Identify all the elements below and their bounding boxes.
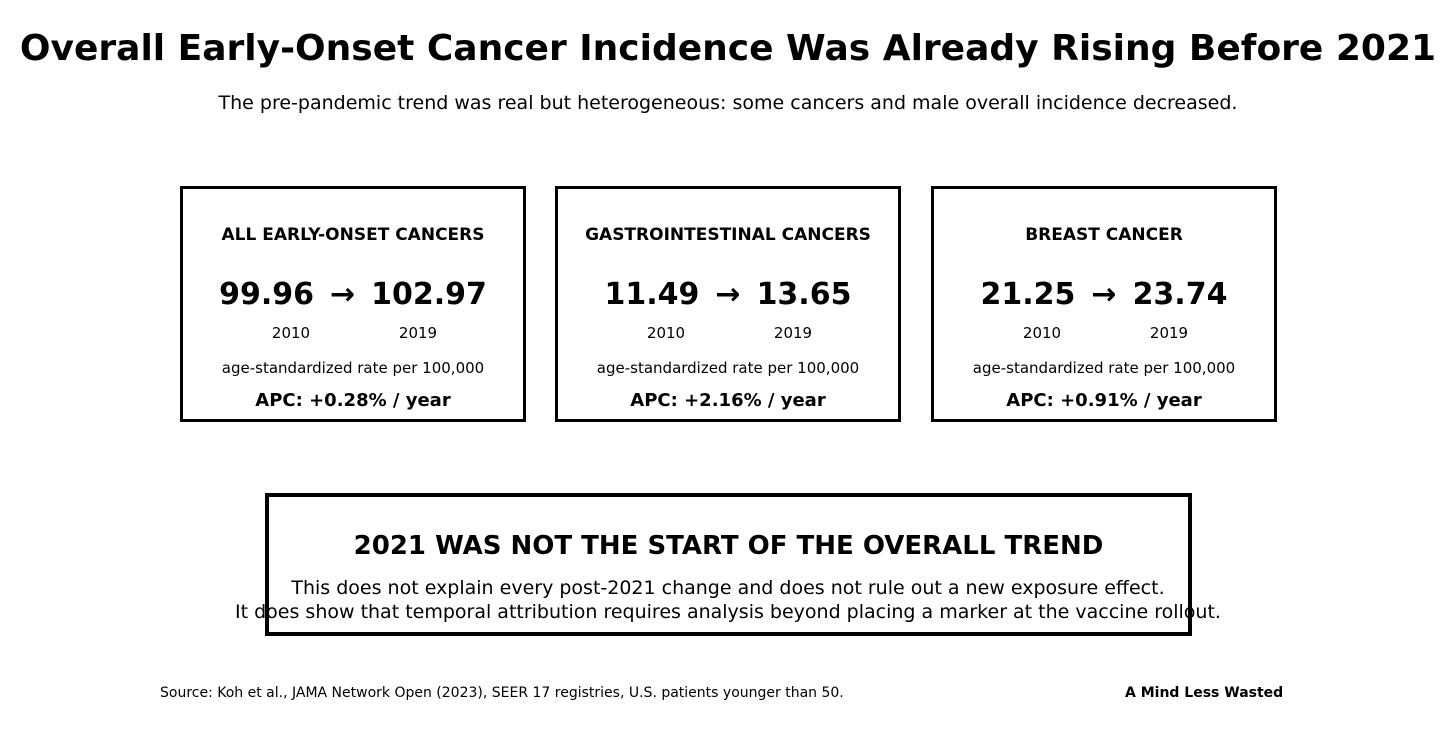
apc-label: APC: +0.28% / year: [255, 390, 451, 411]
value-start: 21.25: [980, 277, 1076, 312]
year-start-label: 2010: [646, 324, 686, 342]
value-end: 23.74: [1132, 277, 1228, 312]
callout-box: [265, 493, 1192, 636]
arrow-icon: →: [715, 277, 741, 312]
unit-label: age-standardized rate per 100,000: [596, 359, 860, 377]
page-title: Overall Early-Onset Cancer Incidence Was…: [19, 28, 1437, 69]
page-subtitle: The pre-pandemic trend was real but hete…: [218, 92, 1238, 114]
arrow-icon: →: [329, 277, 356, 312]
brand-label: A Mind Less Wasted: [1125, 685, 1284, 701]
year-end-label: 2019: [398, 324, 438, 342]
value-start: 99.96: [219, 277, 314, 312]
apc-label: APC: +0.91% / year: [1006, 390, 1202, 411]
card-heading: BREAST CANCER: [1025, 225, 1183, 245]
year-end-label: 2019: [773, 324, 813, 342]
apc-label: APC: +2.16% / year: [630, 390, 826, 411]
year-end-label: 2019: [1149, 324, 1189, 342]
arrow-icon: →: [1091, 277, 1117, 312]
year-start-label: 2010: [1022, 324, 1062, 342]
card-values: 99.96 → 102.97: [183, 275, 523, 315]
card-heading: GASTROINTESTINAL CANCERS: [585, 225, 871, 245]
value-end: 13.65: [756, 277, 852, 312]
unit-label: age-standardized rate per 100,000: [221, 359, 485, 377]
card-values: 11.49 → 13.65: [558, 275, 898, 315]
stat-card-gastrointestinal: GASTROINTESTINAL CANCERS 11.49 → 13.65 201…: [555, 186, 901, 422]
year-start-label: 2010: [271, 324, 311, 342]
value-end: 102.97: [371, 277, 487, 312]
stat-card-breast: BREAST CANCER 21.25 → 23.74 2010 2019 age-…: [931, 186, 1277, 422]
value-start: 11.49: [604, 277, 700, 312]
callout-heading: 2021 WAS NOT THE START OF THE OVERALL TR…: [353, 531, 1104, 561]
card-values: 21.25 → 23.74: [934, 275, 1274, 315]
source-note: Source: Koh et al., JAMA Network Open (2…: [160, 685, 844, 701]
unit-label: age-standardized rate per 100,000: [972, 359, 1236, 377]
callout-text-line: This does not explain every post-2021 ch…: [291, 577, 1165, 599]
card-heading: ALL EARLY-ONSET CANCERS: [221, 225, 485, 245]
callout-text-line: It does show that temporal attribution r…: [235, 601, 1221, 623]
stat-card-all-cancers: ALL EARLY-ONSET CANCERS 99.96 → 102.97 201…: [180, 186, 526, 422]
